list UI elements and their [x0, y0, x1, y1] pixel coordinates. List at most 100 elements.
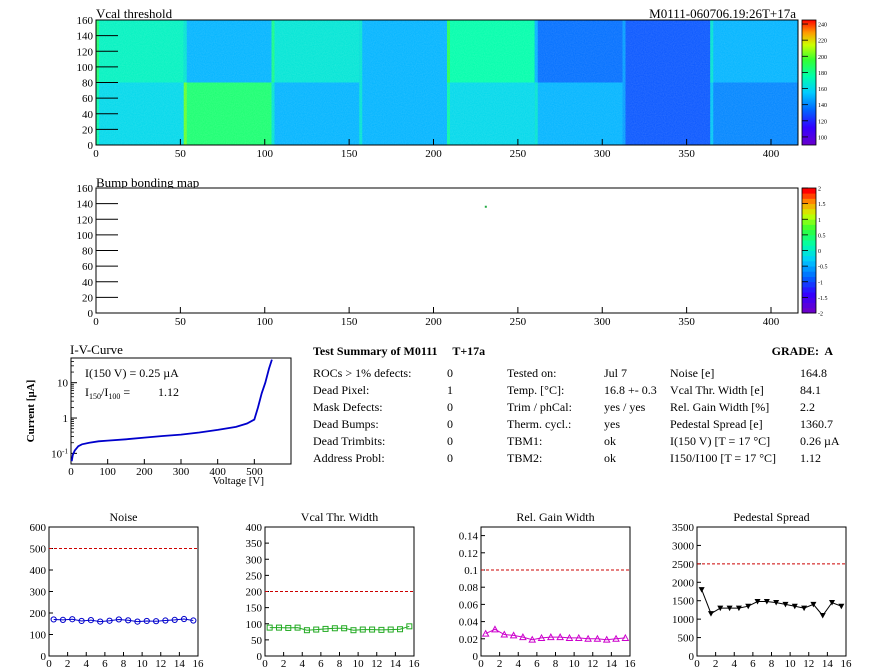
y-tick-label: 20 — [82, 124, 94, 136]
panel-y-tick-label: 350 — [246, 538, 263, 550]
summary-value: 0 — [447, 451, 453, 465]
colorbar-tick-label: 100 — [818, 135, 827, 141]
panel-title: Vcal Thr. Width — [301, 510, 378, 524]
x-tick-label: 100 — [257, 148, 274, 160]
x-tick-label: 200 — [425, 148, 442, 160]
panel-point — [143, 617, 150, 625]
panel-x-tick-label: 14 — [822, 658, 834, 670]
summary-value: Jul 7 — [604, 366, 627, 380]
panel-point — [556, 633, 564, 641]
panel-y-tick-label: 0 — [41, 651, 47, 663]
colorbar-band — [802, 250, 816, 257]
panel-x-tick-label: 0 — [262, 658, 268, 670]
panel-x-tick-label: 4 — [732, 658, 738, 670]
panel-point — [294, 624, 301, 631]
panel-series-line — [485, 628, 626, 641]
bump-colorbar-strip — [802, 188, 816, 314]
summary-value: 2.2 — [800, 400, 815, 414]
panel-x-tick-label: 16 — [409, 658, 421, 670]
y-tick-label: 80 — [82, 78, 94, 90]
summary-value: 0.26 µA — [800, 434, 840, 448]
panel-x-tick-label: 16 — [841, 658, 853, 670]
panel-point — [180, 615, 188, 623]
bump-defect-point — [484, 205, 487, 208]
panel-x-tick-label: 4 — [300, 658, 306, 670]
iv-y-tick-label: 10-1 — [51, 447, 68, 460]
summary-value: 164.8 — [800, 366, 827, 380]
summary-label: TBM2: — [507, 451, 542, 465]
colorbar-band — [802, 219, 816, 225]
colorbar-tick-label: -0.5 — [818, 265, 828, 271]
colorbar-band — [802, 271, 816, 277]
iv-annotation-ratio-value: 1.12 — [158, 385, 179, 399]
x-tick-label: 300 — [594, 316, 611, 328]
panel-point — [829, 600, 836, 606]
panel-point — [397, 626, 404, 633]
panel-point — [612, 634, 620, 642]
iv-x-tick-label: 100 — [99, 466, 116, 478]
panel-point — [500, 630, 509, 638]
summary-value: yes / yes — [604, 400, 646, 414]
panel-point — [801, 605, 808, 612]
panel-point — [303, 627, 310, 634]
panel-point — [621, 633, 630, 641]
colorbar-tick-label: -1.5 — [818, 296, 828, 302]
colorbar-band — [802, 245, 816, 251]
panel-point — [285, 624, 292, 631]
summary-value: 0 — [447, 400, 453, 414]
summary-label: Noise [e] — [670, 366, 714, 380]
panel-point — [50, 616, 57, 623]
colorbar-band — [802, 193, 816, 199]
x-tick-label: 250 — [510, 316, 527, 328]
colorbar-band — [802, 229, 816, 236]
colorbar-band — [802, 276, 816, 283]
panel-point — [584, 634, 592, 642]
summary-value: 1360.7 — [800, 417, 833, 431]
panel-frame — [264, 526, 415, 657]
summary-value: ok — [604, 434, 616, 448]
panel-x-tick-label: 14 — [390, 658, 402, 670]
panel-point — [350, 627, 357, 634]
bump-points — [484, 205, 487, 208]
summary-label: Rel. Gain Width [%] — [670, 400, 769, 414]
colorbar-tick-label: -1 — [818, 280, 823, 286]
bump-colorbar-ticks: -2 -1.5 -1 -0.5 0 0.5 1 1.5 2 — [802, 187, 828, 318]
panel-point — [698, 587, 705, 593]
panel-point — [78, 617, 85, 625]
vcal-pixel-noise-texture — [96, 20, 798, 145]
panel-x-tick-label: 2 — [497, 658, 503, 670]
x-tick-label: 50 — [175, 316, 187, 328]
x-tick-label: 400 — [763, 148, 780, 160]
summary-label: Address Probl: — [313, 451, 385, 465]
summary-label: TBM1: — [507, 434, 542, 448]
colorbar-tick-label: 180 — [818, 71, 827, 77]
x-tick-label: 200 — [425, 316, 442, 328]
panel-point — [754, 598, 761, 605]
x-tick-label: 0 — [93, 148, 99, 160]
panel-point — [359, 626, 366, 633]
panel-x-tick-label: 12 — [371, 658, 382, 670]
panel-x-tick-label: 4 — [516, 658, 522, 670]
panel-point — [565, 633, 574, 641]
summary-col-conditions: Tested on: Jul 7 Temp. [°C]: 16.8 +- 0.3 Tri… — [507, 366, 657, 465]
panel-point — [97, 618, 104, 625]
panel-point — [387, 626, 394, 633]
colorbar-tick-label: 160 — [818, 87, 827, 93]
panel-y-tick-label: 0.02 — [459, 634, 478, 646]
x-tick-label: 250 — [510, 148, 527, 160]
panel-point — [406, 623, 413, 630]
iv-x-tick-label: 400 — [209, 466, 226, 478]
panel-x-tick-label: 10 — [137, 658, 149, 670]
panel-x-tick-label: 0 — [694, 658, 700, 670]
iv-x-tick-label: 200 — [136, 466, 153, 478]
panel-x-tick-label: 16 — [625, 658, 637, 670]
panel-x-tick-label: 2 — [281, 658, 287, 670]
y-tick-label: 160 — [77, 183, 94, 195]
x-tick-label: 150 — [341, 148, 358, 160]
y-tick-label: 160 — [77, 15, 94, 27]
summary-label: Dead Pixel: — [313, 383, 369, 397]
panel-point — [134, 618, 141, 625]
colorbar-tick-label: 200 — [818, 55, 827, 61]
